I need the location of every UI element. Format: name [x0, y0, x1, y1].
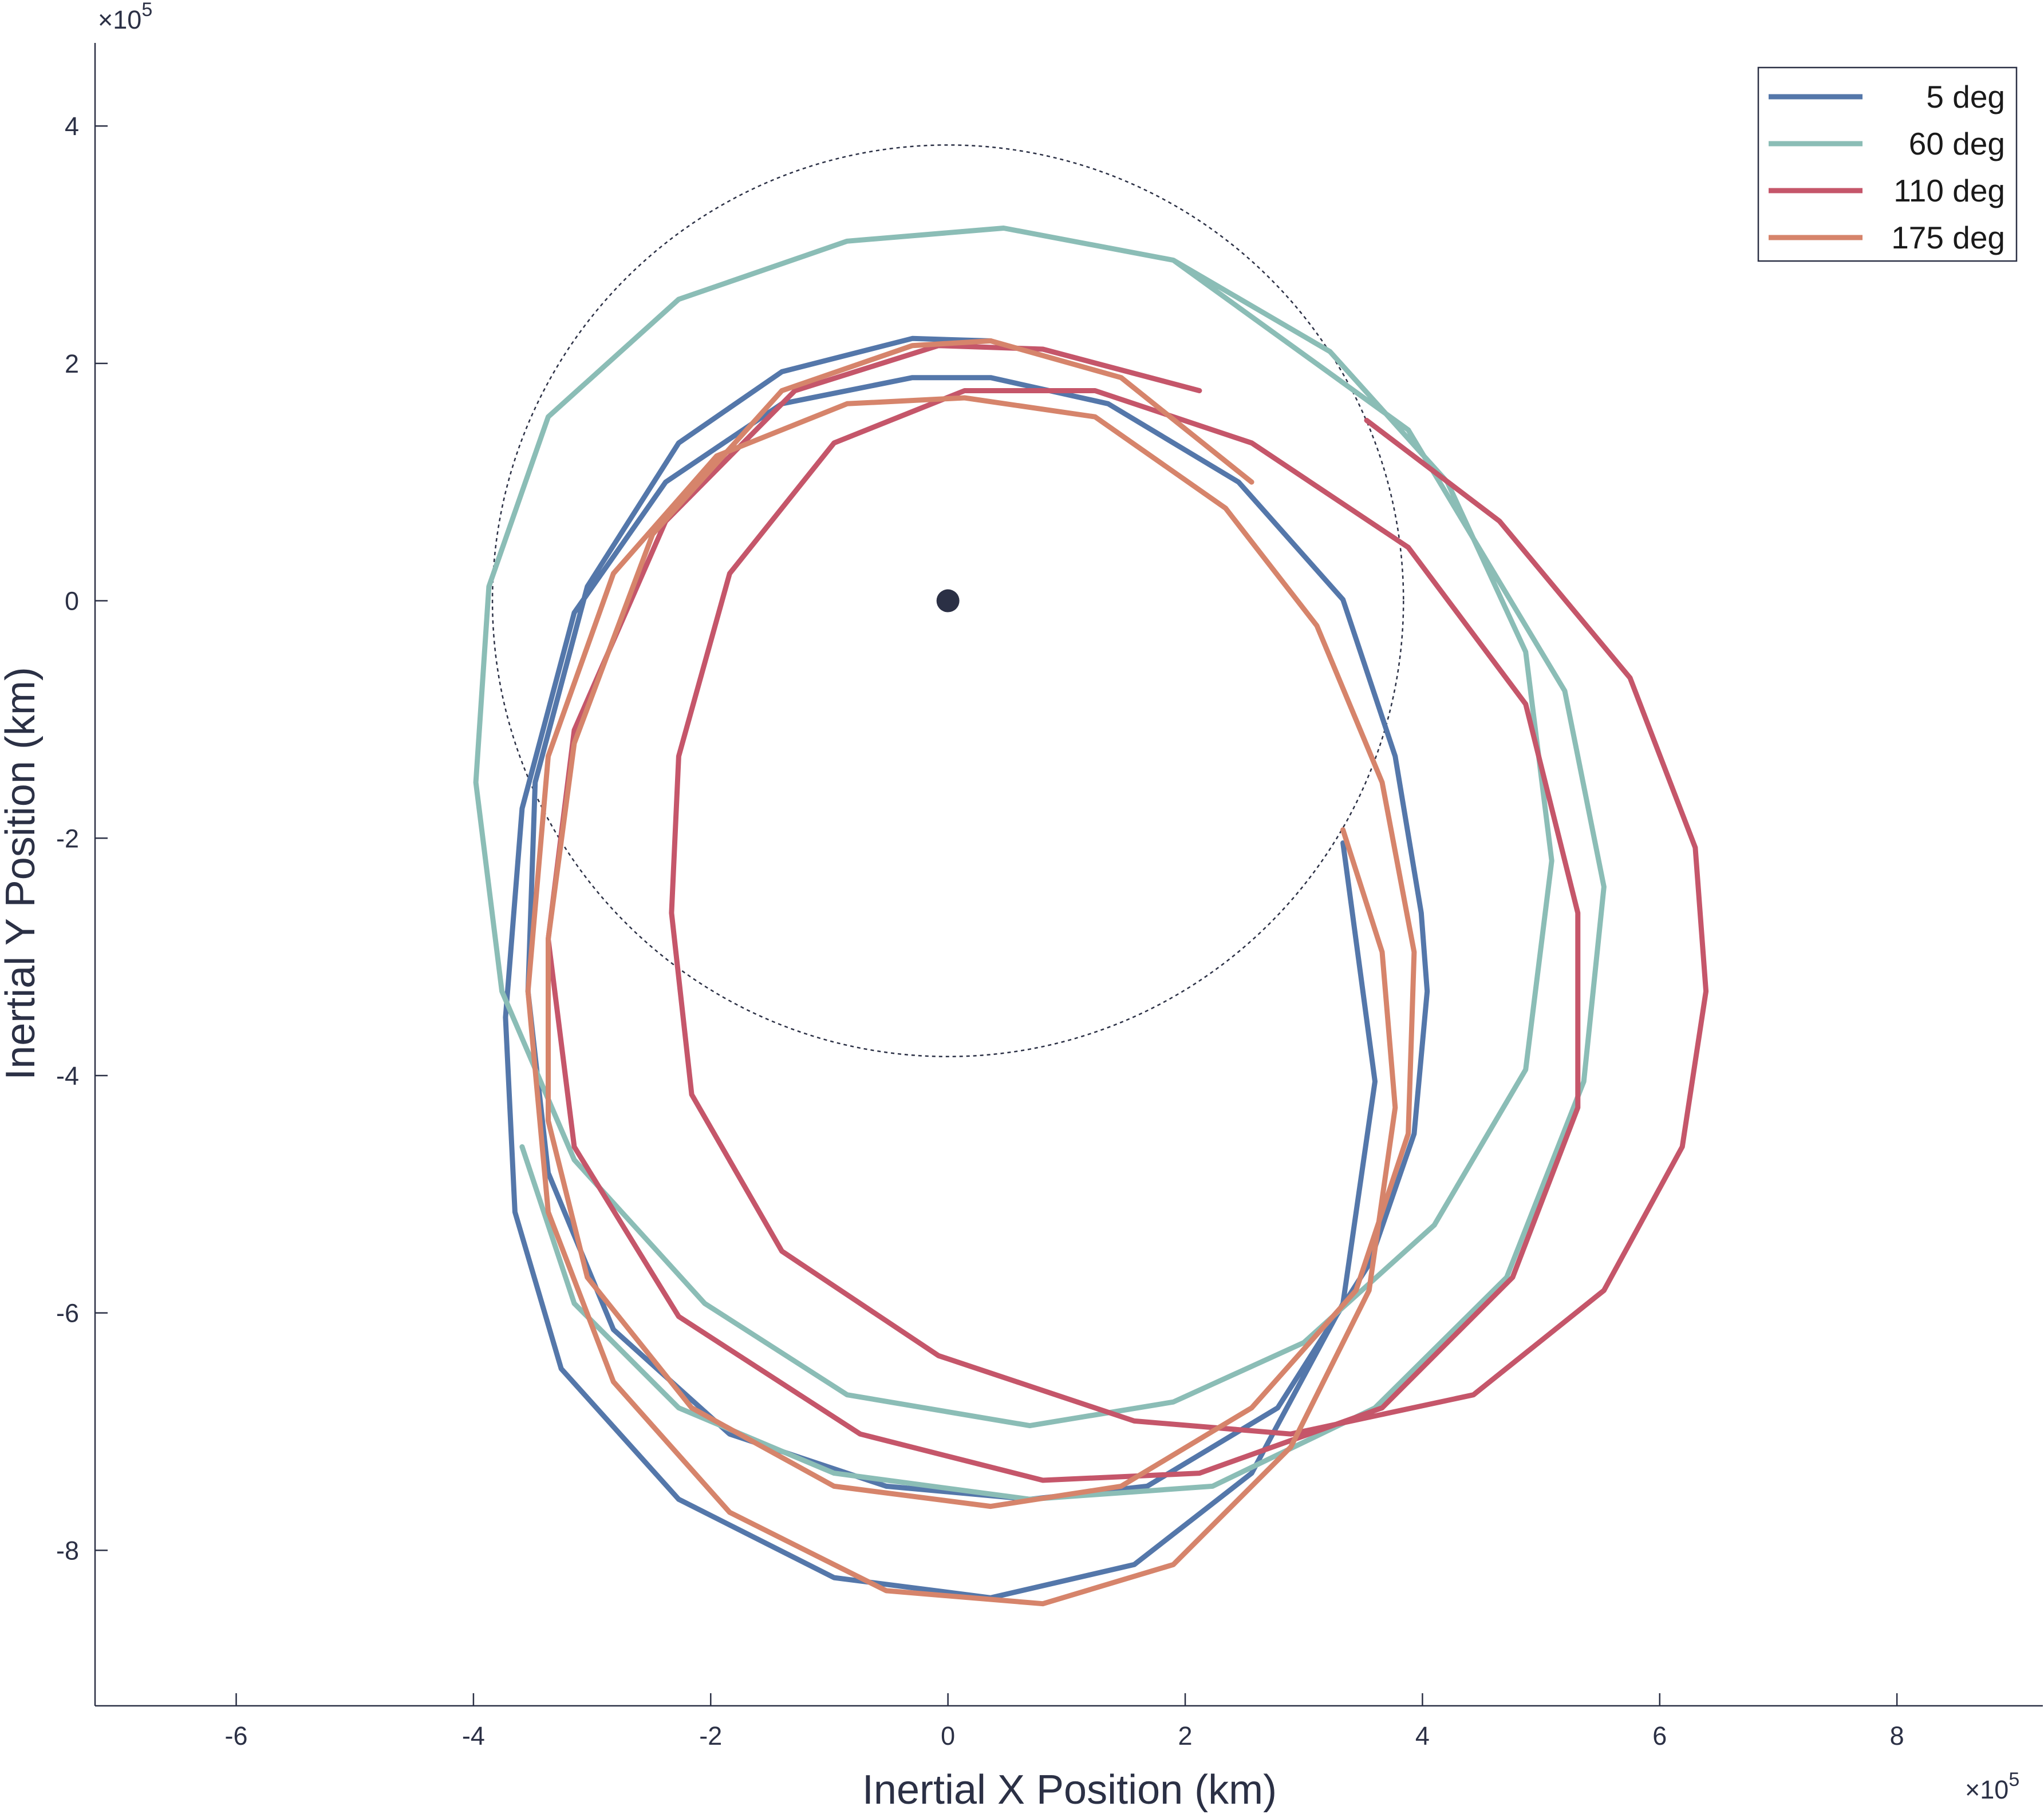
y-multiplier-exponent: 5 [141, 0, 152, 21]
y-multiplier-base: ×10 [98, 5, 141, 34]
x-tick-label: -2 [699, 1721, 722, 1750]
legend-box [1757, 66, 2018, 262]
x-tick-label: 8 [1890, 1721, 1904, 1750]
x-tick-label: 0 [941, 1721, 955, 1750]
y-axis-label: Inertial Y Position (km) [0, 667, 44, 1080]
x-multiplier-base: ×10 [1965, 1775, 2009, 1804]
legend-label: 175 deg [1891, 220, 2005, 255]
x-tick-label: -6 [225, 1721, 248, 1750]
y-tick-label: -8 [56, 1536, 79, 1565]
trajectory-line [503, 335, 1430, 1600]
y-tick-label: -4 [56, 1061, 79, 1090]
y-tick-label: -2 [56, 824, 79, 853]
x-tick-label: -4 [462, 1721, 485, 1750]
center-marker [936, 589, 960, 612]
x-tick-label: 6 [1652, 1721, 1667, 1750]
x-axis-label: Inertial X Position (km) [862, 1767, 1277, 1813]
y-tick-label: 4 [65, 112, 79, 141]
x-multiplier: ×105 [1965, 1769, 2019, 1804]
trajectory-line [525, 338, 1417, 1607]
y-tick-label: 0 [65, 587, 79, 616]
reference-circle [491, 144, 1404, 1058]
legend-label: 60 deg [1909, 126, 2005, 161]
x-multiplier-exponent: 5 [2009, 1769, 2019, 1791]
y-tick-label: -6 [56, 1299, 79, 1328]
legend: 5 deg 60 deg 110 deg 175 deg [1757, 66, 2018, 262]
x-tick-label: 4 [1415, 1721, 1430, 1750]
trajectory-line [546, 343, 1709, 1483]
legend-label: 5 deg [1926, 79, 2005, 114]
legend-label: 110 deg [1893, 173, 2005, 208]
y-tick-label: 2 [65, 349, 79, 378]
y-multiplier: ×105 [98, 0, 152, 34]
trajectory-line [473, 226, 1607, 1502]
x-tick-label: 2 [1178, 1721, 1193, 1750]
